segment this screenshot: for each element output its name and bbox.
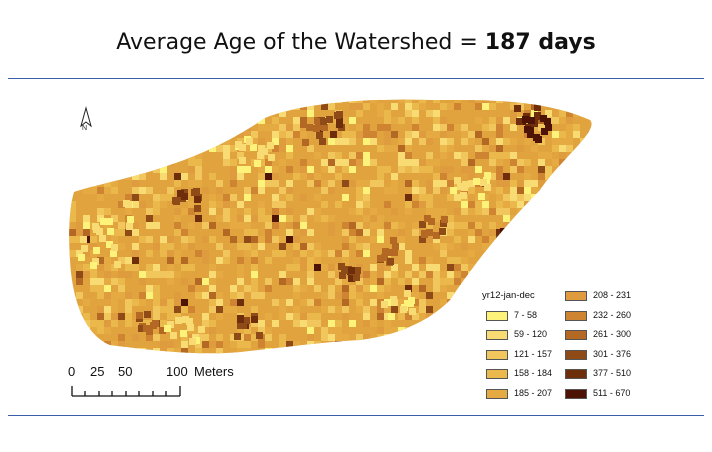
legend-label: 208 - 231 — [593, 290, 632, 300]
legend-label: 59 - 120 — [514, 329, 548, 339]
north-arrow-icon — [80, 106, 92, 128]
scale-unit: Meters — [194, 364, 234, 379]
legend-label: 261 - 300 — [593, 329, 632, 339]
page-title: Average Age of the Watershed = 187 days — [0, 30, 712, 55]
legend-swatch — [486, 349, 508, 360]
north-label: N — [82, 125, 88, 132]
scale-bar — [71, 386, 181, 397]
title-prefix: Average Age of the Watershed = — [116, 30, 485, 55]
top-divider — [8, 78, 704, 79]
scale-tick-label: 50 — [118, 364, 133, 379]
legend: yr12-jan-dec 7 - 58 59 - 120 121 - 157 158 … — [480, 283, 660, 403]
scale-tick-label: 25 — [90, 364, 105, 379]
scale-tick-label: 100 — [166, 364, 188, 379]
legend-swatch — [486, 330, 508, 340]
title-value: 187 days — [484, 30, 596, 55]
scale-tick-label: 0 — [68, 364, 76, 379]
legend-title: yr12-jan-dec — [482, 290, 535, 301]
legend-swatch — [565, 388, 587, 399]
bottom-divider — [8, 415, 704, 416]
legend-label: 158 - 184 — [514, 368, 553, 378]
legend-swatch — [565, 369, 587, 379]
legend-label: 232 - 260 — [593, 309, 632, 320]
legend-swatch — [565, 330, 587, 340]
legend-label: 511 - 670 — [593, 387, 631, 398]
legend-label: 7 - 58 — [514, 309, 538, 320]
legend-swatch — [565, 310, 587, 321]
legend-label: 377 - 510 — [593, 368, 632, 378]
legend-label: 301 - 376 — [593, 348, 632, 359]
legend-swatch — [565, 349, 587, 360]
legend-label: 185 - 207 — [514, 387, 553, 398]
legend-label: 121 - 157 — [514, 348, 553, 359]
legend-swatch — [486, 388, 508, 399]
legend-swatch — [486, 310, 508, 321]
legend-swatch — [565, 291, 587, 301]
legend-swatch — [486, 369, 508, 379]
